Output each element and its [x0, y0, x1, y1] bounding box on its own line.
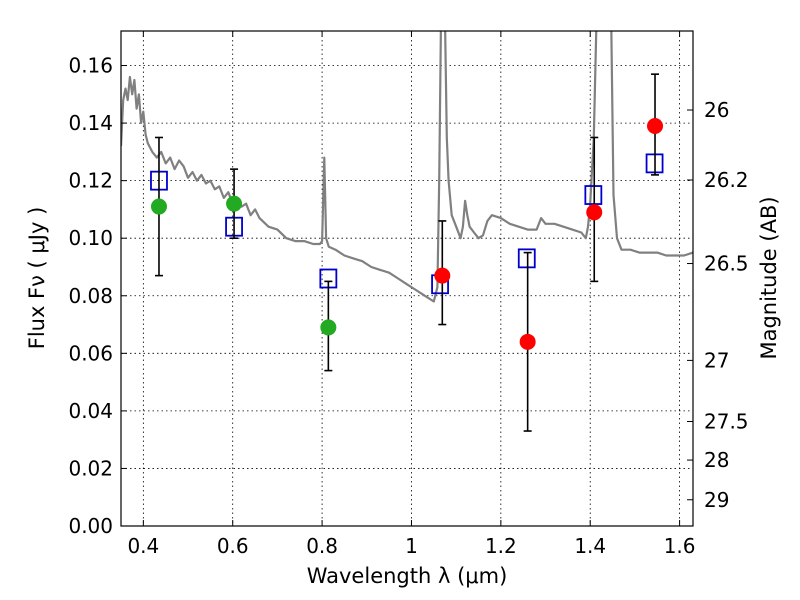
observed-point [519, 333, 536, 350]
y-tick-label: 0.10 [68, 226, 113, 250]
x-tick-label: 1.4 [574, 534, 606, 558]
y2-tick-label: 29 [704, 488, 729, 512]
spectrum-line [121, 31, 693, 303]
y2-tick-label: 26.5 [704, 252, 749, 276]
observed-point [150, 198, 167, 215]
y-tick-label: 0.12 [68, 169, 113, 193]
y2-tick-label: 28 [704, 448, 729, 472]
y-tick-label: 0.16 [68, 54, 113, 78]
plot-area [121, 31, 693, 432]
y2-tick-label: 27 [704, 348, 729, 372]
x-tick-label: 0.4 [127, 534, 159, 558]
y-tick-label: 0.00 [68, 514, 113, 538]
y-axis-label: Flux Fν ( μJy ) [25, 207, 49, 350]
y-tick-label: 0.06 [68, 341, 113, 365]
model-square [584, 185, 603, 205]
y2-tick-label: 26 [704, 98, 729, 122]
observed-point [647, 117, 664, 134]
y-tick-label: 0.14 [68, 111, 113, 135]
axis-ticks: 0.4 0.6 0.8 1 1.2 1.4 1.6 0.00 0.02 0.04 0.06 0.08 0… [68, 31, 749, 558]
x-tick-label: 0.6 [217, 534, 249, 558]
y-tick-label: 0.08 [68, 284, 113, 308]
model-square [517, 248, 536, 269]
y2-tick-label: 27.5 [704, 410, 749, 434]
y-tick-label: 0.04 [68, 399, 113, 423]
y2-tick-label: 26.2 [704, 168, 749, 192]
right-y-axis-label: Magnitude (AB) [757, 196, 781, 359]
x-axis-label: Wavelength λ (μm) [307, 564, 508, 588]
x-tick-label: 1.6 [664, 534, 696, 558]
x-tick-label: 1.2 [485, 534, 517, 558]
grid [121, 31, 693, 527]
observed-point [226, 195, 243, 212]
y-tick-label: 0.02 [68, 456, 113, 480]
observed-point [586, 204, 603, 221]
observed-point [434, 267, 451, 284]
x-tick-label: 0.8 [306, 534, 338, 558]
plot-frame [120, 30, 694, 527]
observed-point [320, 319, 337, 336]
x-tick-label: 1 [405, 534, 418, 558]
